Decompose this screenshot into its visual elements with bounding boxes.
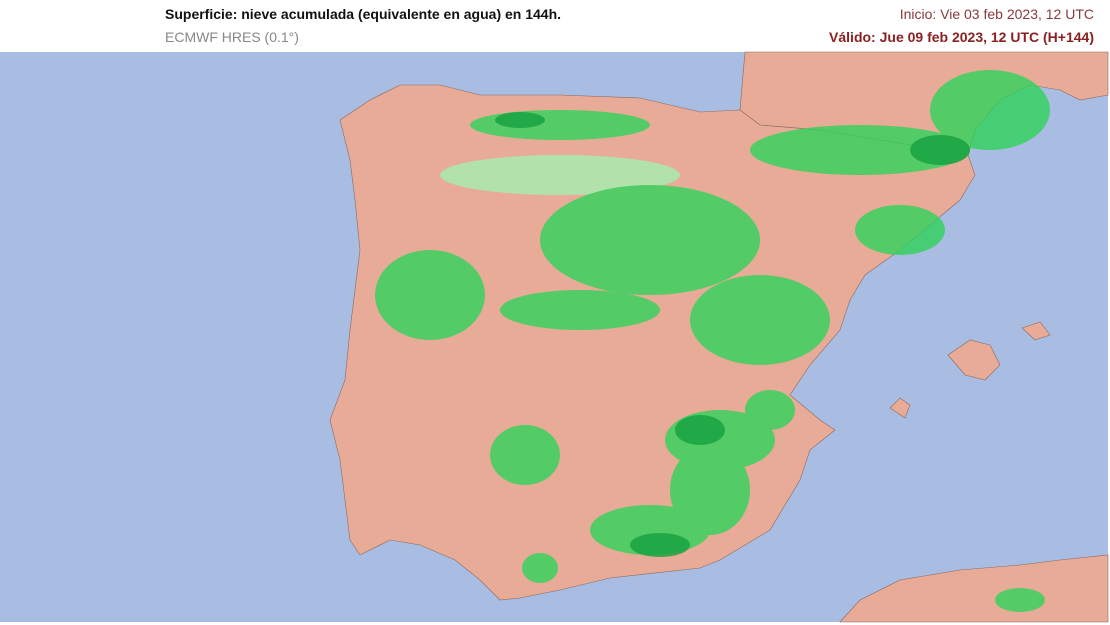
snow-field-dark <box>495 112 970 557</box>
mallorca <box>947 339 1001 381</box>
iberia <box>329 84 976 601</box>
menorca <box>1021 321 1051 341</box>
map-title: Superficie: nieve acumulada (equivalente… <box>165 6 562 22</box>
valid-time: Válido: Jue 09 feb 2023, 12 UTC (H+144) <box>829 29 1094 45</box>
init-time: Inicio: Vie 03 feb 2023, 12 UTC <box>899 6 1094 22</box>
ibiza <box>889 397 911 419</box>
model-name: ECMWF HRES (0.1°) <box>165 29 299 45</box>
